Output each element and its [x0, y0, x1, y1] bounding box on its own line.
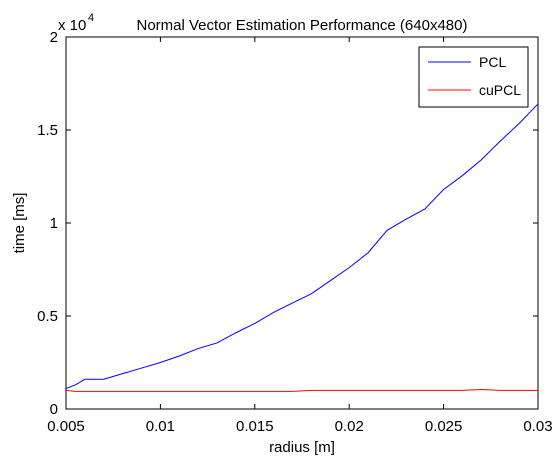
- chart-title: Normal Vector Estimation Performance (64…: [137, 17, 468, 34]
- legend-label-pcl: PCL: [479, 54, 506, 70]
- y-exponent-base: x 10: [58, 17, 86, 34]
- y-axis-label: time [ms]: [11, 193, 28, 254]
- legend-box: [418, 46, 529, 108]
- x-tick-label: 0.01: [146, 418, 175, 435]
- axes: 0.005 0.01 0.015 0.02 0.025 0.03 0 0.5 1 1.5 2: [37, 29, 552, 435]
- series-line-pcl: [65, 103, 539, 390]
- legend-label-cupcl: cuPCL: [479, 82, 521, 98]
- y-tick-label: 1: [50, 215, 58, 232]
- y-tick-label: 0: [50, 401, 58, 418]
- x-tick-label: 0.025: [425, 418, 463, 435]
- x-axis-label: radius [m]: [269, 439, 335, 456]
- y-tick-label: 0.5: [37, 308, 58, 325]
- x-tick-label: 0.03: [523, 418, 552, 435]
- series-lines: [65, 103, 539, 392]
- y-tick-label: 2: [50, 29, 58, 46]
- x-tick-label: 0.02: [335, 418, 364, 435]
- x-tick-label: 0.005: [47, 418, 85, 435]
- x-tick-label: 0.015: [236, 418, 274, 435]
- y-exponent-power: 4: [88, 12, 94, 24]
- legend: PCL cuPCL: [418, 46, 529, 108]
- y-tick-label: 1.5: [37, 122, 58, 139]
- series-line-cupcl: [65, 388, 538, 392]
